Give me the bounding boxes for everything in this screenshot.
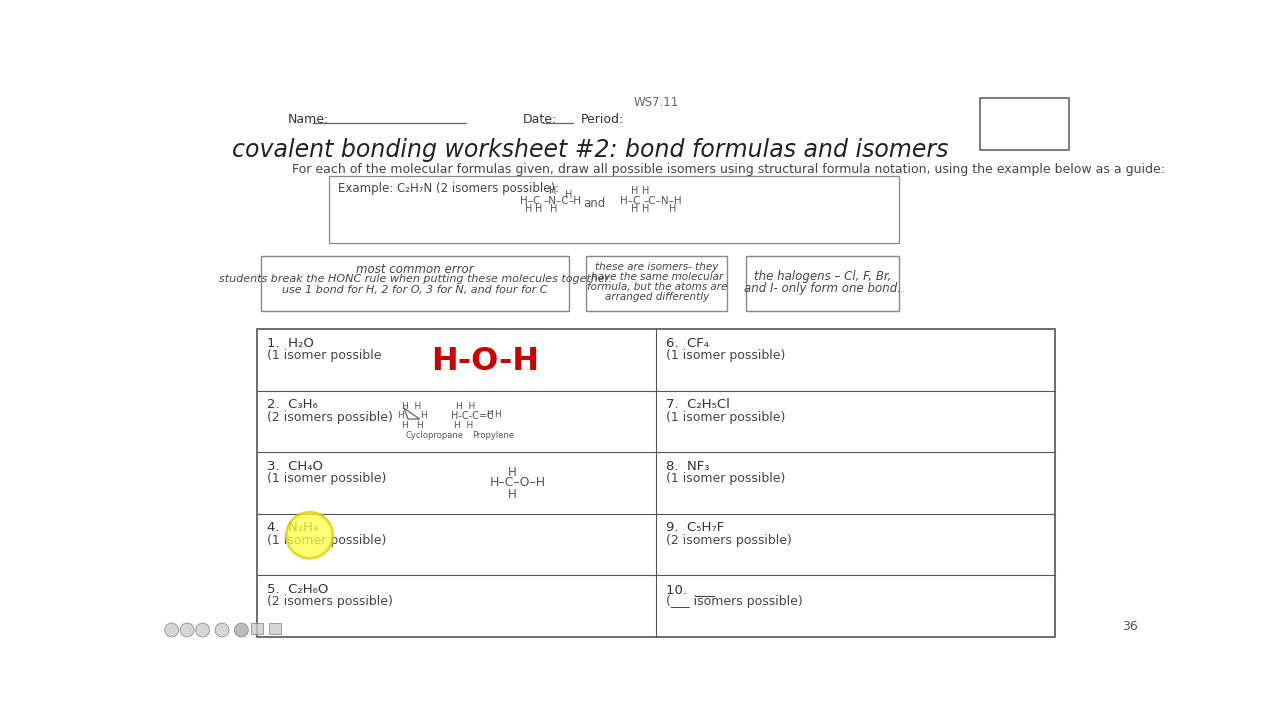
Circle shape (165, 623, 179, 637)
Text: (___ isomers possible): (___ isomers possible) (666, 595, 803, 608)
Text: –C–N–H: –C–N–H (644, 196, 682, 206)
Text: H  H: H H (454, 421, 474, 431)
Text: Cyclopropane: Cyclopropane (406, 431, 463, 440)
Text: and: and (582, 197, 605, 210)
Bar (269, 623, 280, 634)
Text: Period:: Period: (581, 113, 625, 126)
Text: H–C–O–H: H–C–O–H (489, 476, 545, 489)
Text: H-C-C=C: H-C-C=C (451, 411, 493, 421)
Text: use 1 bond for H, 2 for O, 3 for N, and four for C: use 1 bond for H, 2 for O, 3 for N, and … (282, 285, 548, 295)
Circle shape (215, 623, 229, 637)
Text: Propylene: Propylene (472, 431, 515, 440)
Text: H–C: H–C (621, 196, 641, 206)
Text: (2 isomers possible): (2 isomers possible) (268, 595, 393, 608)
Text: H: H (669, 204, 677, 215)
Text: H: H (535, 204, 541, 215)
Text: (1 isomer possible): (1 isomer possible) (666, 472, 786, 485)
Text: (1 isomer possible): (1 isomer possible) (268, 534, 387, 546)
Text: most common error: most common error (356, 264, 474, 276)
Circle shape (287, 512, 333, 559)
Text: H: H (525, 204, 532, 215)
Text: Example: C₂H₇N (2 isomers possible):: Example: C₂H₇N (2 isomers possible): (338, 182, 559, 195)
Text: these are isomers- they: these are isomers- they (595, 262, 718, 272)
Text: H: H (508, 487, 517, 500)
Text: WS7.11: WS7.11 (634, 96, 678, 109)
Text: H: H (549, 186, 557, 197)
Bar (257, 329, 1055, 637)
Text: H: H (494, 410, 500, 419)
Text: H: H (486, 410, 493, 419)
Bar (586, 256, 727, 311)
Text: H: H (631, 186, 637, 197)
Text: H-O-H: H-O-H (431, 346, 539, 377)
Text: 2.  C₃H₆: 2. C₃H₆ (268, 398, 317, 411)
Text: formula, but the atoms are: formula, but the atoms are (586, 282, 727, 292)
Text: 6.  CF₄: 6. CF₄ (666, 337, 709, 350)
Text: (1 isomer possible: (1 isomer possible (268, 349, 381, 362)
Text: arranged differently: arranged differently (604, 292, 709, 302)
Text: Date:: Date: (522, 113, 557, 126)
Text: H: H (416, 421, 422, 431)
Text: (2 isomers possible): (2 isomers possible) (268, 410, 393, 423)
Text: H: H (564, 190, 572, 200)
Text: –N–C: –N–C (544, 196, 570, 206)
Bar (746, 256, 899, 311)
Text: H: H (508, 466, 517, 479)
Bar (980, 98, 1069, 150)
Text: H  H: H H (457, 402, 476, 411)
Text: Name:: Name: (288, 113, 329, 126)
Text: (1 isomer possible): (1 isomer possible) (666, 410, 786, 423)
Text: have the same molecular: have the same molecular (590, 272, 723, 282)
Bar (329, 176, 899, 243)
Text: H: H (401, 421, 407, 431)
Circle shape (234, 623, 248, 637)
Text: 7.  C₂H₅Cl: 7. C₂H₅Cl (666, 398, 730, 411)
Text: H: H (643, 204, 650, 215)
Text: 9.  C₅H₇F: 9. C₅H₇F (666, 521, 724, 534)
Text: H  H: H H (402, 402, 421, 411)
Text: H: H (397, 411, 403, 420)
Text: H–C: H–C (521, 196, 540, 206)
Text: 10.  ___: 10. ___ (666, 583, 716, 596)
Text: –H: –H (568, 196, 581, 206)
Text: 1.  H₂O: 1. H₂O (268, 337, 314, 350)
Circle shape (196, 623, 210, 637)
Bar (251, 623, 264, 634)
Text: H: H (631, 204, 637, 215)
Text: (1 isomer possible): (1 isomer possible) (666, 349, 786, 362)
Text: 36: 36 (1123, 620, 1138, 633)
Text: the halogens – Cl, F, Br,: the halogens – Cl, F, Br, (754, 270, 891, 283)
Text: and I- only form one bond.: and I- only form one bond. (744, 282, 901, 295)
Circle shape (180, 623, 195, 637)
Text: H: H (643, 186, 650, 197)
Text: (1 isomer possible): (1 isomer possible) (268, 472, 387, 485)
Text: H: H (420, 411, 426, 420)
Text: 8.  NF₃: 8. NF₃ (666, 460, 709, 473)
Text: For each of the molecular formulas given, draw all possible isomers using struct: For each of the molecular formulas given… (292, 163, 1165, 176)
Text: 3.  CH₄O: 3. CH₄O (268, 460, 323, 473)
Text: covalent bonding worksheet #2: bond formulas and isomers: covalent bonding worksheet #2: bond form… (232, 138, 948, 162)
Text: 5.  C₂H₆O: 5. C₂H₆O (268, 583, 329, 596)
Text: H: H (550, 204, 557, 215)
Text: students break the HONC rule when putting these molecules together.: students break the HONC rule when puttin… (219, 274, 612, 284)
Text: 4.  N₂H₄: 4. N₂H₄ (268, 521, 319, 534)
Text: (2 isomers possible): (2 isomers possible) (666, 534, 792, 546)
Bar (261, 256, 570, 311)
